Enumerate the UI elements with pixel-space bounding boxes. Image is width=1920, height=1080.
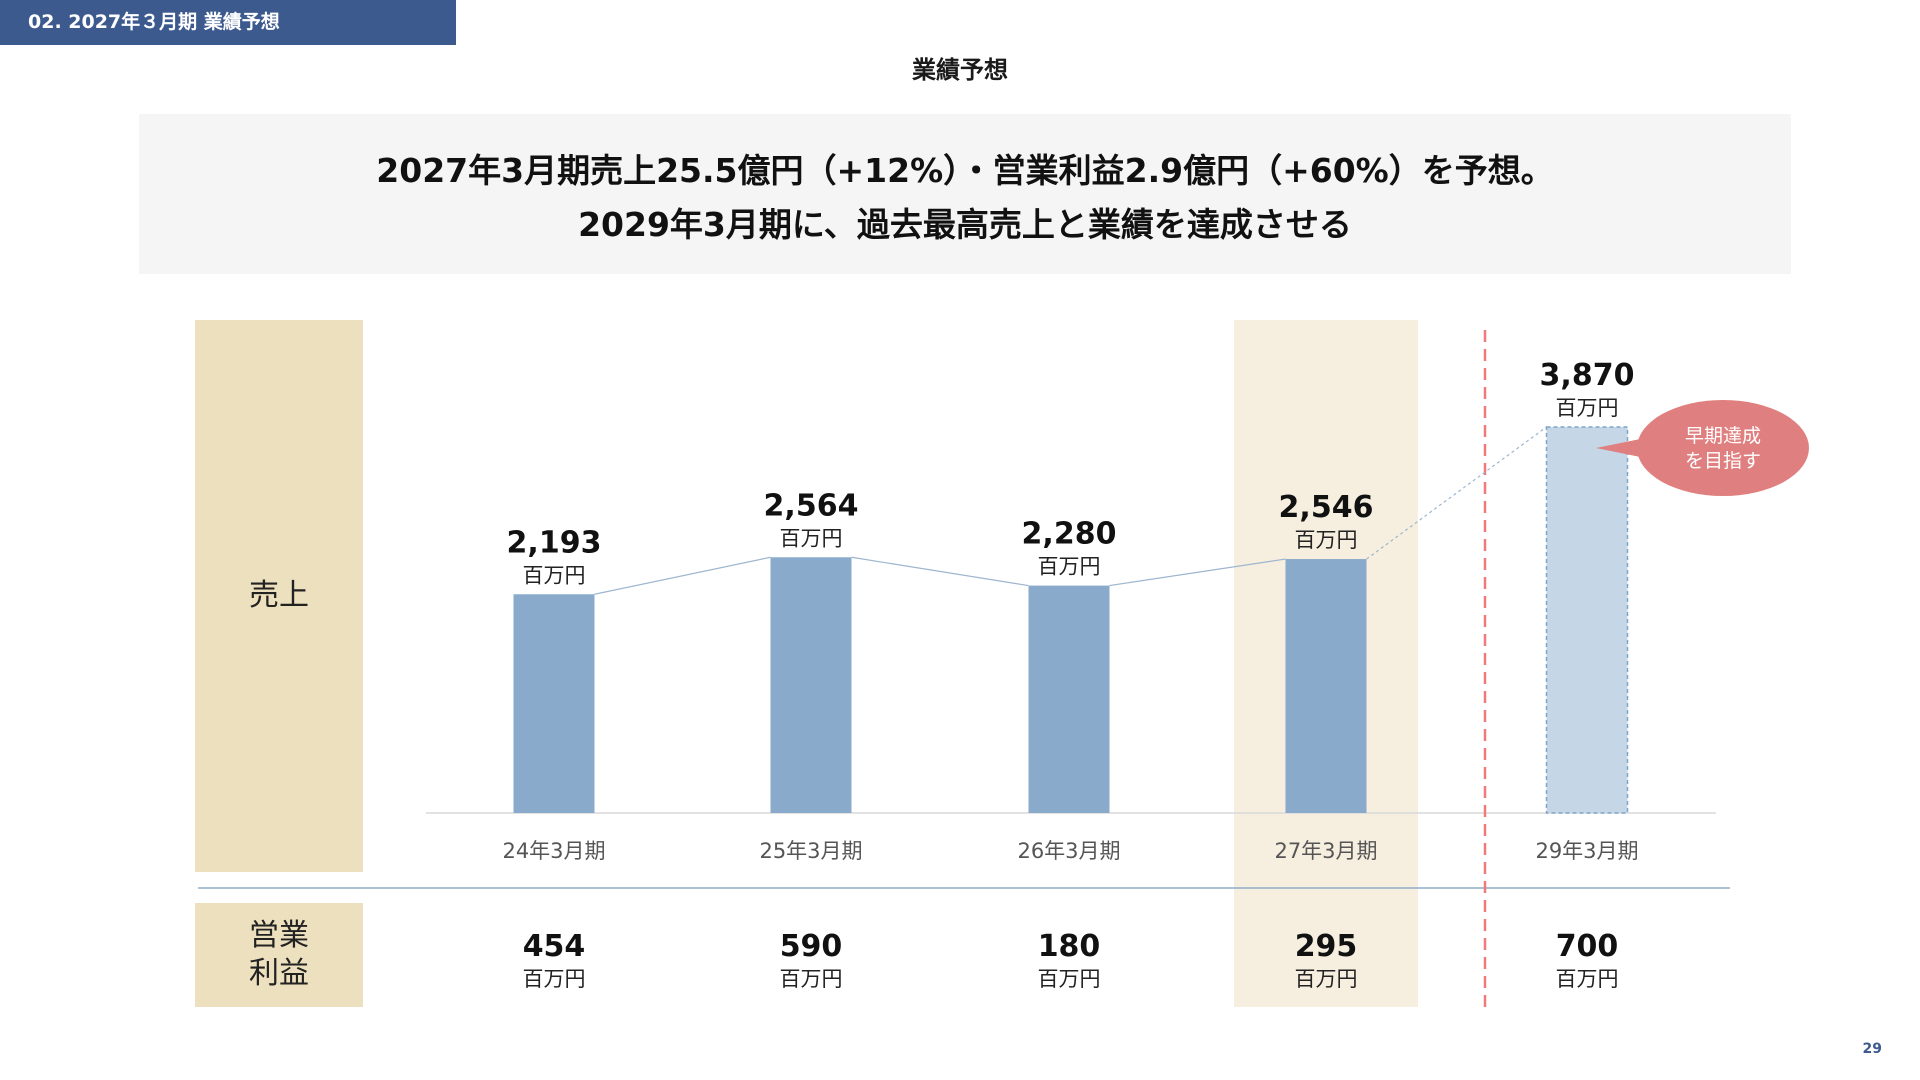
revenue-bar bbox=[1285, 559, 1367, 813]
revenue-unit-label: 百万円 bbox=[1556, 396, 1619, 420]
connector-line bbox=[851, 556, 1029, 587]
revenue-value-label: 2,564 bbox=[764, 488, 859, 523]
callout-text-line-1: 早期達成 bbox=[1685, 425, 1761, 447]
revenue-unit-label: 百万円 bbox=[780, 526, 843, 550]
connector-line bbox=[594, 556, 771, 595]
op-profit-unit-label: 百万円 bbox=[780, 967, 843, 991]
connector-line bbox=[1366, 426, 1547, 560]
slide-title: 業績予想 bbox=[912, 56, 1008, 84]
revenue-row-label: 売上 bbox=[195, 320, 363, 872]
op-profit-value-label: 180 bbox=[1038, 929, 1101, 964]
headline-box: 2027年3月期売上25.5億円（+12%）・営業利益2.9億円（+60%）を予… bbox=[139, 114, 1791, 274]
revenue-unit-label: 百万円 bbox=[1295, 528, 1358, 552]
revenue-bar bbox=[770, 557, 852, 813]
page-number: 29 bbox=[1862, 1041, 1882, 1057]
callout-bubble bbox=[1637, 400, 1809, 496]
revenue-value-label: 2,546 bbox=[1279, 490, 1374, 525]
callout-text-line-2: を目指す bbox=[1685, 450, 1761, 472]
headline-line-2: 2029年3月期に、過去最高売上と業績を達成させる bbox=[578, 205, 1352, 244]
revenue-unit-label: 百万円 bbox=[523, 563, 586, 587]
op-profit-unit-label: 百万円 bbox=[523, 967, 586, 991]
category-tick-label: 25年3月期 bbox=[759, 839, 862, 863]
op-profit-unit-label: 百万円 bbox=[1038, 967, 1101, 991]
category-tick-label: 27年3月期 bbox=[1274, 839, 1377, 863]
revenue-value-label: 2,280 bbox=[1022, 517, 1117, 552]
op-profit-row-label: 営業 利益 bbox=[195, 903, 363, 1007]
op-profit-label-line-2: 利益 bbox=[249, 956, 309, 991]
connector-line bbox=[1109, 558, 1286, 587]
op-profit-unit-label: 百万円 bbox=[1556, 967, 1619, 991]
revenue-bar bbox=[513, 594, 595, 813]
revenue-bar bbox=[1028, 585, 1110, 813]
revenue-row-label-text: 売上 bbox=[249, 578, 309, 613]
category-tick-label: 26年3月期 bbox=[1017, 839, 1120, 863]
op-profit-value-label: 454 bbox=[523, 929, 586, 964]
op-profit-label-line-1: 営業 bbox=[249, 918, 309, 953]
revenue-unit-label: 百万円 bbox=[1038, 555, 1101, 579]
category-tick-label: 24年3月期 bbox=[502, 839, 605, 863]
op-profit-value-label: 700 bbox=[1556, 929, 1619, 964]
op-profit-unit-label: 百万円 bbox=[1295, 967, 1358, 991]
revenue-value-label: 3,870 bbox=[1540, 358, 1635, 393]
op-profit-value-label: 295 bbox=[1295, 929, 1358, 964]
category-tick-label: 29年3月期 bbox=[1535, 839, 1638, 863]
op-profit-value-label: 590 bbox=[780, 929, 843, 964]
revenue-bar bbox=[1545, 426, 1629, 814]
revenue-value-label: 2,193 bbox=[507, 525, 602, 560]
section-tab: 02. 2027年３月期 業績予想 bbox=[0, 0, 456, 45]
headline-line-1: 2027年3月期売上25.5億円（+12%）・営業利益2.9億円（+60%）を予… bbox=[376, 151, 1554, 190]
